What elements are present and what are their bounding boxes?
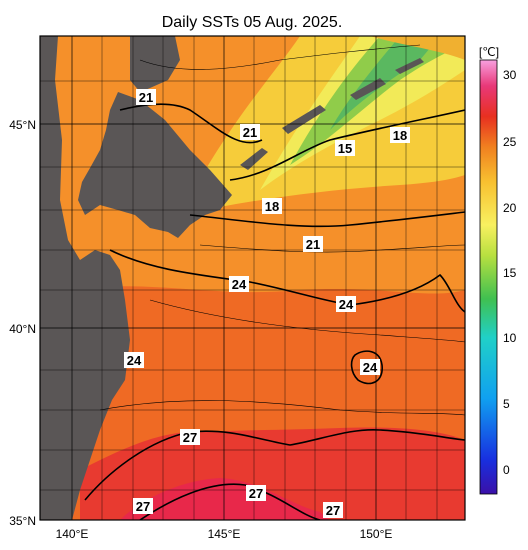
latitude-labels: 45°N 40°N 35°N [9, 118, 36, 528]
contour-label: 24 [124, 352, 144, 368]
contour-label: 27 [323, 502, 343, 518]
contour-24-loop [350, 350, 383, 385]
map-frame [39, 35, 466, 521]
longitude-labels: 140°E 145°E 150°E [56, 527, 393, 541]
contour-label-text: 27 [136, 499, 150, 514]
contour-label-text: 24 [363, 360, 378, 375]
contour-label-text: 21 [243, 125, 257, 140]
contour-thin-2 [149, 299, 465, 343]
contour-21 [119, 103, 263, 144]
contour-label: 18 [390, 127, 410, 143]
contour-label: 15 [335, 140, 355, 156]
contour-thin-1 [139, 44, 421, 70]
lon-label: 145°E [208, 527, 241, 541]
lat-label: 40°N [9, 322, 36, 336]
colorbar-tick-label: 25 [503, 135, 517, 149]
land-kuril-3 [350, 78, 386, 100]
kuroshio-region [120, 478, 330, 520]
contour-label-text: 24 [127, 353, 142, 368]
map-title: Daily SSTs 05 Aug. 2025. [162, 14, 343, 31]
contour-label: 27 [133, 498, 153, 514]
contour-label: 27 [246, 485, 266, 501]
colorbar-tick-label: 10 [503, 331, 517, 345]
cold-water-region [260, 36, 465, 190]
colorbar-tick-label: 15 [503, 266, 517, 280]
contour-label: 24 [229, 276, 249, 292]
colorbar-tick-label: 20 [503, 201, 517, 215]
contour-label-text: 15 [338, 141, 352, 156]
contour-label-text: 24 [339, 297, 354, 312]
colorbar-gradient [479, 59, 498, 495]
colorbar-tick-label: 5 [503, 397, 510, 411]
contour-label-text: 21 [306, 237, 320, 252]
oyashio-region [290, 36, 465, 165]
contour-label: 21 [303, 236, 323, 252]
land-hokkaido [78, 36, 232, 238]
contour-27 [84, 428, 465, 501]
contour-label: 27 [180, 429, 200, 445]
land-honshu [40, 36, 130, 520]
contour-label-text: 18 [393, 128, 407, 143]
contour-label-text: 27 [249, 486, 263, 501]
map-area [40, 36, 465, 520]
contour-21b [189, 211, 465, 228]
contour-label: 18 [262, 198, 282, 214]
land-kuril-4 [395, 58, 424, 74]
colorbar: [℃] 30 25 20 15 10 5 0 [479, 45, 517, 495]
contour-label-text: 27 [183, 430, 197, 445]
contour-label: 24 [360, 359, 380, 375]
contour-18 [229, 109, 465, 181]
lat-label: 35°N [9, 514, 36, 528]
lat-label: 45°N [9, 118, 36, 132]
contour-label: 21 [136, 89, 156, 105]
graticule [40, 36, 465, 520]
colorbar-unit: [℃] [479, 45, 499, 59]
contour-label-text: 27 [326, 503, 340, 518]
lon-label: 150°E [360, 527, 393, 541]
contour-thin-3 [99, 400, 465, 416]
contour-labels: 21 21 15 18 18 21 24 24 24 24 27 27 27 2… [124, 89, 410, 518]
colorbar-tick-label: 0 [503, 463, 510, 477]
contour-label: 21 [240, 124, 260, 140]
colorbar-tick-label: 30 [503, 68, 517, 82]
lon-label: 140°E [56, 527, 89, 541]
contour-label-text: 18 [265, 199, 279, 214]
contour-label-text: 24 [232, 277, 247, 292]
contour-24 [109, 249, 465, 313]
northeast-water [370, 36, 465, 60]
contour-thin-4 [199, 244, 465, 253]
contour-27-south [139, 483, 321, 520]
contour-label: 24 [336, 296, 356, 312]
contour-label-text: 21 [139, 90, 153, 105]
